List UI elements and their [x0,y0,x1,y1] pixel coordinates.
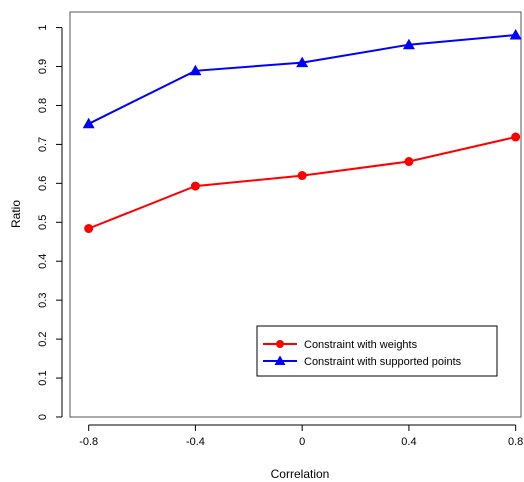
data-point [402,38,415,50]
series-line [88,136,516,230]
series-1 [82,28,522,129]
x-axis: -0.8 -0.4 0 0.4 0.8 [79,424,523,448]
x-tick-label: -0.4 [186,436,205,448]
x-tick-label: 0 [299,436,305,448]
data-point [84,224,94,234]
data-point [297,171,307,181]
y-tick-label: 1 [37,25,49,31]
y-axis: 0 0.1 0.2 0.3 0.4 0.5 0.6 0.7 0.8 0.9 1 [37,25,63,420]
legend-label-supported: Constraint with supported points [304,356,462,368]
legend: Constraint with weights Constraint with … [256,325,498,377]
y-tick-label: 0.5 [37,215,49,230]
series-0 [84,132,521,234]
data-point [189,64,202,76]
legend-label-weights: Constraint with weights [304,339,418,351]
y-tick-label: 0 [37,414,49,420]
y-tick-label: 0.8 [37,98,49,113]
y-tick-label: 0.9 [37,59,49,74]
data-point [82,117,95,129]
x-axis-label: Correlation [271,467,330,481]
data-point [511,132,521,142]
y-tick-label: 0.3 [37,293,49,308]
data-point [190,181,200,191]
y-axis-label: Ratio [9,200,23,228]
legend-marker-supported [274,355,286,365]
data-point [509,28,522,40]
series-line [88,34,516,125]
y-tick-label: 0.7 [37,137,49,152]
series-layer [82,28,522,234]
legend-box [256,325,498,377]
x-tick-label: 0.8 [508,436,523,448]
x-tick-label: 0.4 [401,436,416,448]
data-point [404,157,414,167]
y-tick-label: 0.2 [37,331,49,346]
plot-frame [69,11,522,418]
y-tick-label: 0.6 [37,176,49,191]
y-tick-label: 0.1 [37,370,49,385]
y-tick-label: 0.4 [37,254,49,269]
legend-marker-weights [276,340,284,348]
x-tick-label: -0.8 [79,436,98,448]
data-point [296,56,309,68]
